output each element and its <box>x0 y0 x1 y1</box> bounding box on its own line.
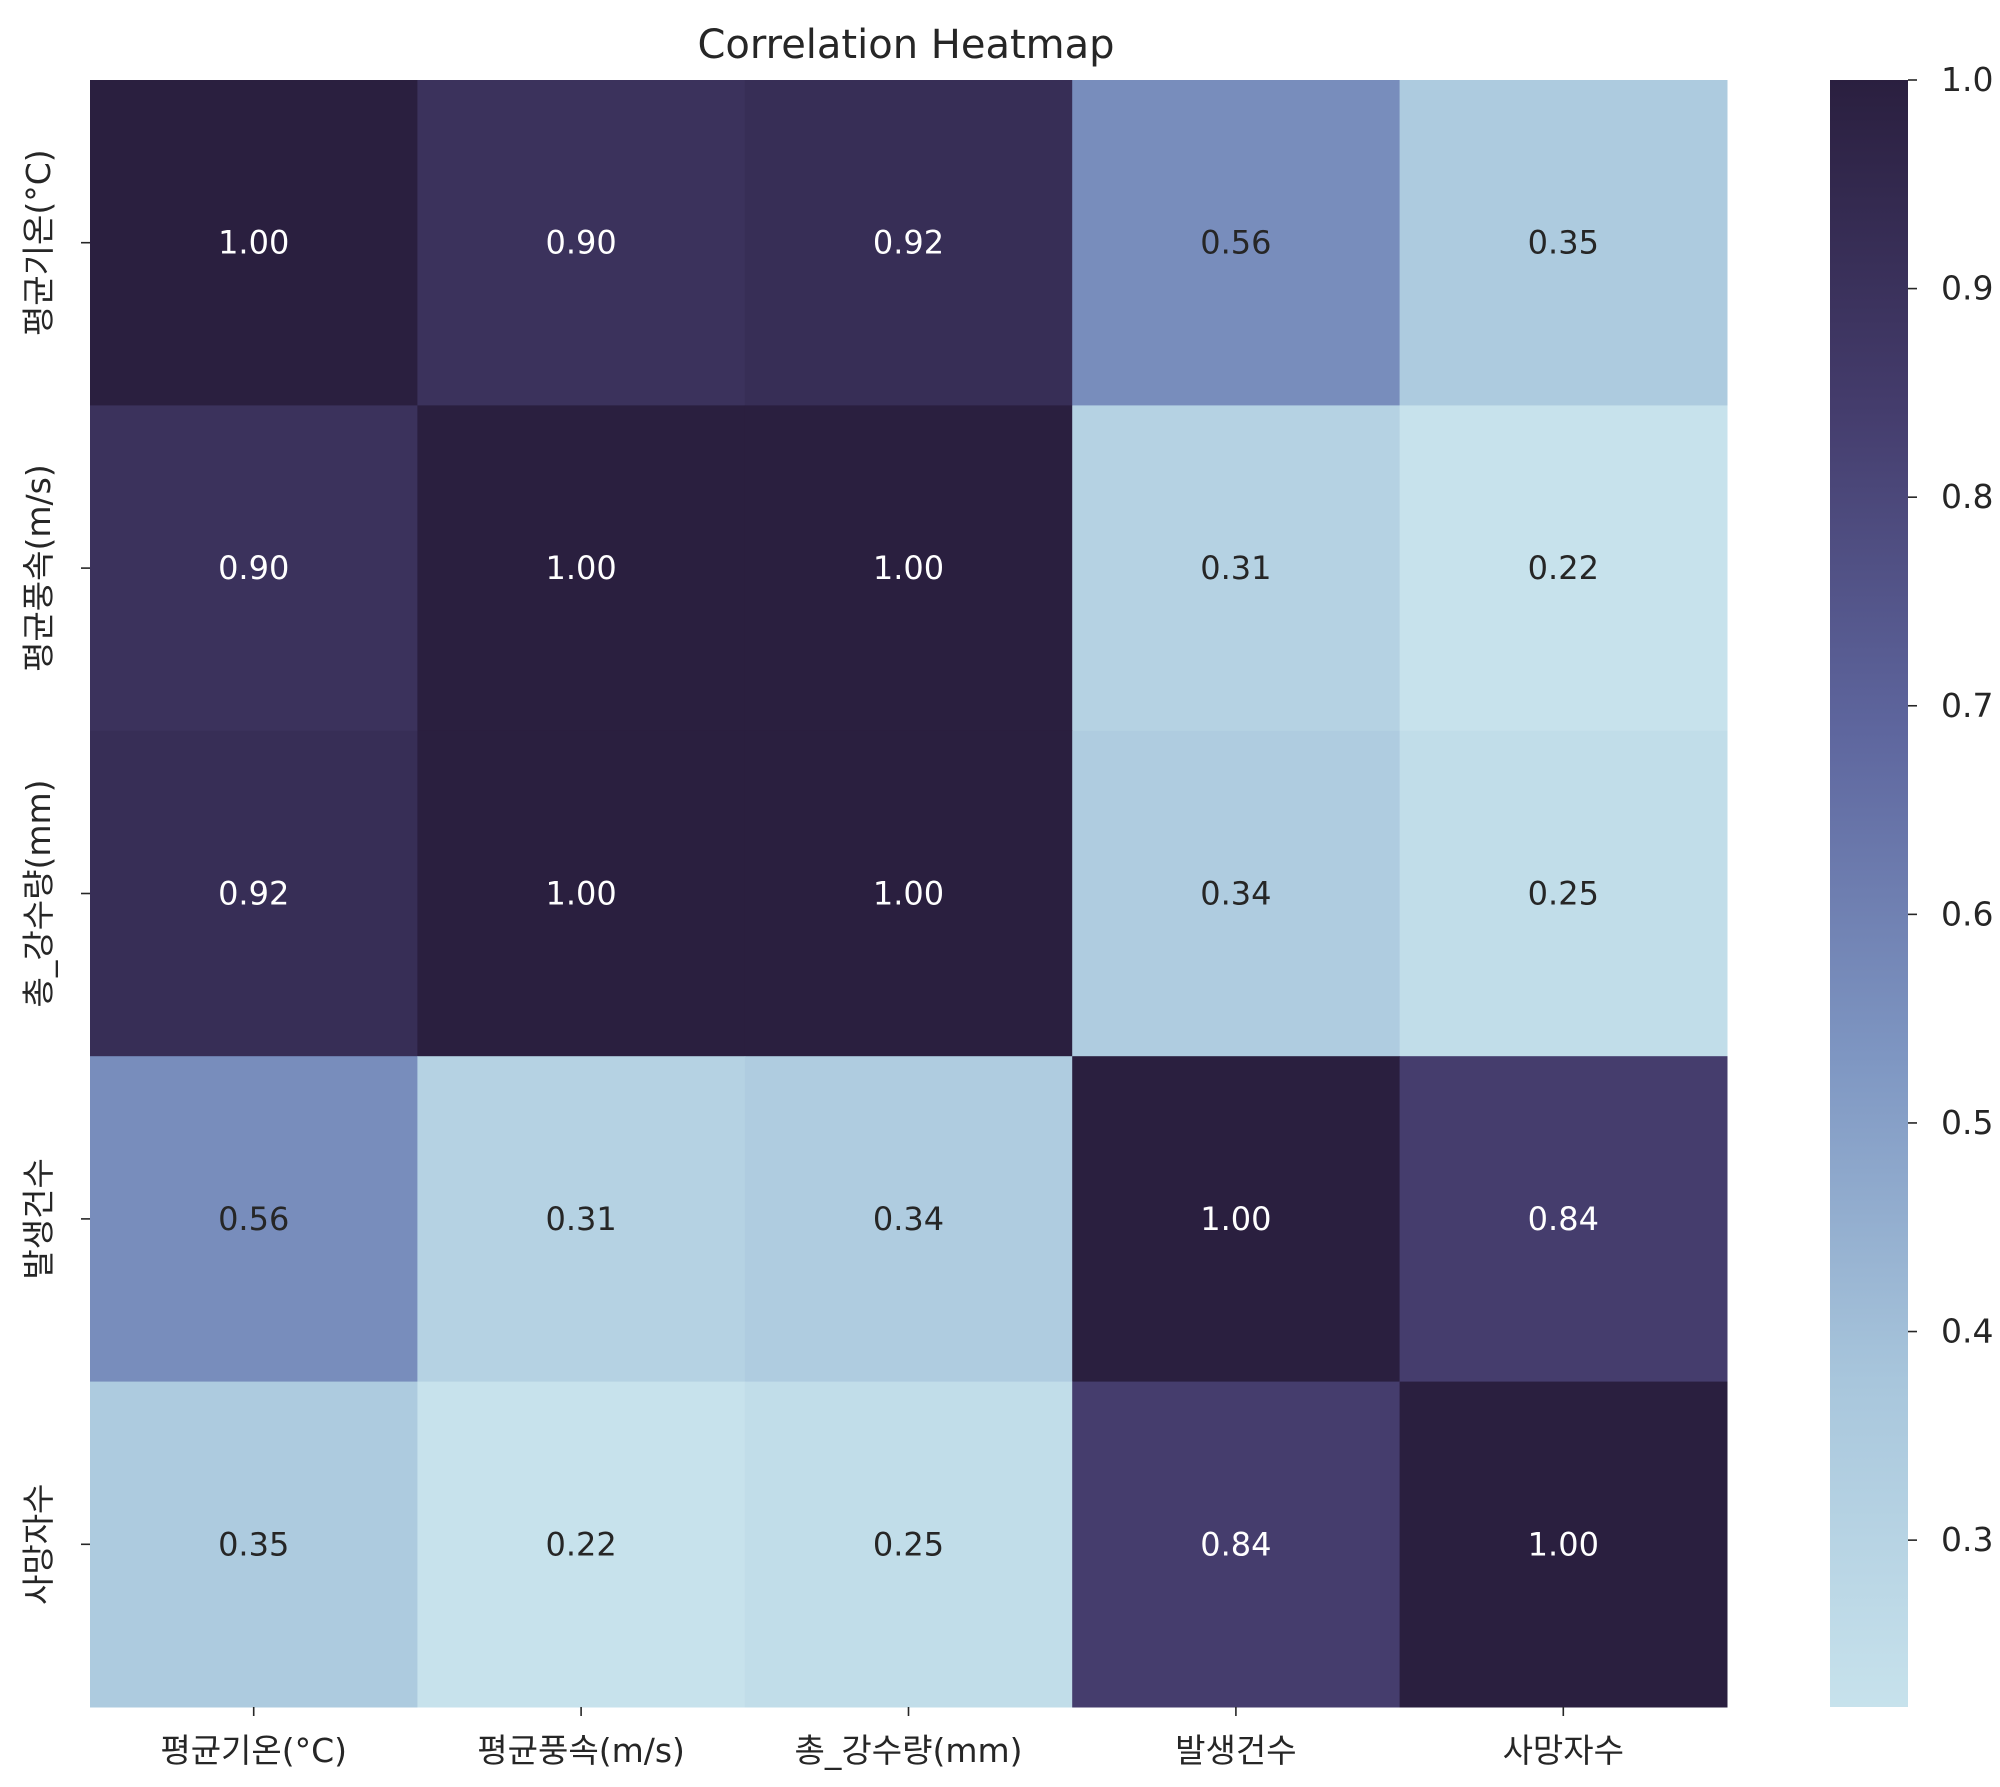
cell-value-r0-c1: 0.90 <box>545 224 616 262</box>
y-tick-label: 평균풍속(m/s) <box>19 464 58 672</box>
y-tick-label: 사망자수 <box>19 1484 58 1605</box>
cell-value-r2-c4: 0.25 <box>1528 875 1599 913</box>
y-tick-label: 발생건수 <box>19 1158 58 1279</box>
x-axis: 평균기온(°C) 평균풍속(m/s) 총_강수량(mm) 발생건수 사망자수 <box>160 1707 1624 1770</box>
colorbar-tick-label: 0.7 <box>1941 686 1993 725</box>
heatmap-cell-r4-c4 <box>1399 1381 1728 1708</box>
heatmap-cell-r2-c0 <box>90 730 418 1057</box>
cell-value-r1-c4: 0.22 <box>1528 549 1599 587</box>
cell-value-r0-c3: 0.56 <box>1200 224 1271 262</box>
y-tick-label: 총_강수량(mm) <box>19 780 58 1008</box>
cell-value-r3-c1: 0.31 <box>545 1200 616 1238</box>
x-tick-label: 평균풍속(m/s) <box>477 1731 685 1770</box>
cell-value-r1-c2: 1.00 <box>873 549 944 587</box>
heatmap-cell-r3-c0 <box>90 1056 418 1383</box>
cell-value-r4-c2: 0.25 <box>873 1525 944 1563</box>
x-tick-label: 발생건수 <box>1175 1731 1296 1770</box>
heatmap-cell-r0-c4 <box>1399 80 1728 406</box>
heatmap-cell-r1-c4 <box>1399 405 1728 732</box>
cell-value-r1-c0: 0.90 <box>218 549 289 587</box>
colorbar-tick-label: 0.6 <box>1941 894 1993 933</box>
cell-value-r0-c2: 0.92 <box>873 224 944 262</box>
colorbar-tick-label: 0.3 <box>1941 1520 1993 1559</box>
x-tick-label: 평균기온(°C) <box>160 1731 347 1770</box>
heatmap-cell-r4-c3 <box>1072 1381 1401 1708</box>
cell-value-r3-c3: 1.00 <box>1200 1200 1271 1238</box>
heatmap-cell-r1-c1 <box>417 405 746 732</box>
colorbar: 0.3 0.4 0.5 0.6 0.7 0.8 0.9 1.0 <box>1830 60 1993 1707</box>
cell-value-r2-c3: 0.34 <box>1200 875 1271 913</box>
colorbar-tick-label: 0.5 <box>1941 1103 1993 1142</box>
heatmap-cell-r3-c1 <box>417 1056 746 1383</box>
colorbar-tick-label: 0.8 <box>1941 477 1993 516</box>
heatmap-cell-r1-c3 <box>1072 405 1401 732</box>
heatmap-cells <box>90 80 1728 1708</box>
cell-value-r0-c4: 0.35 <box>1528 224 1599 262</box>
colorbar-tick-label: 0.9 <box>1941 269 1993 308</box>
heatmap-cell-r2-c4 <box>1399 730 1728 1057</box>
heatmap-cell-r4-c0 <box>90 1381 418 1708</box>
cell-value-r3-c0: 0.56 <box>218 1200 289 1238</box>
heatmap-cell-r4-c1 <box>417 1381 746 1708</box>
cell-value-r3-c2: 0.34 <box>873 1200 944 1238</box>
heatmap-cell-r1-c0 <box>90 405 418 732</box>
heatmap-cell-r3-c2 <box>744 1056 1073 1383</box>
cell-value-r0-c0: 1.00 <box>218 224 289 262</box>
heatmap-cell-r3-c3 <box>1072 1056 1401 1383</box>
heatmap-cell-r4-c2 <box>744 1381 1073 1708</box>
cell-value-r2-c2: 1.00 <box>873 875 944 913</box>
cell-annotations: 1.00 0.90 0.92 0.56 0.35 0.90 1.00 1.00 0.31 0.22… <box>218 224 1599 1564</box>
colorbar-gradient <box>1830 80 1908 1707</box>
heatmap-cell-r2-c1 <box>417 730 746 1057</box>
y-tick-label: 평균기온(°C) <box>19 149 58 336</box>
heatmap-cell-r2-c2 <box>744 730 1073 1057</box>
colorbar-tick-label: 1.0 <box>1941 60 1993 99</box>
cell-value-r2-c0: 0.92 <box>218 875 289 913</box>
cell-value-r3-c4: 0.84 <box>1528 1200 1599 1238</box>
heatmap-cell-r3-c4 <box>1399 1056 1728 1383</box>
heatmap-cell-r2-c3 <box>1072 730 1401 1057</box>
cell-value-r4-c4: 1.00 <box>1528 1525 1599 1563</box>
heatmap-cell-r1-c2 <box>744 405 1073 732</box>
colorbar-tick-label: 0.4 <box>1941 1312 1993 1351</box>
cell-value-r4-c3: 0.84 <box>1200 1525 1271 1563</box>
cell-value-r2-c1: 1.00 <box>545 875 616 913</box>
heatmap-cell-r0-c3 <box>1072 80 1401 406</box>
cell-value-r4-c1: 0.22 <box>545 1525 616 1563</box>
x-tick-label: 총_강수량(mm) <box>795 1731 1023 1770</box>
heatmap-cell-r0-c1 <box>417 80 746 406</box>
x-tick-label: 사망자수 <box>1503 1731 1624 1770</box>
chart-title: Correlation Heatmap <box>697 22 1114 68</box>
cell-value-r1-c3: 0.31 <box>1200 549 1271 587</box>
cell-value-r1-c1: 1.00 <box>545 549 616 587</box>
heatmap-cell-r0-c0 <box>90 80 418 406</box>
heatmap-cell-r0-c2 <box>744 80 1073 406</box>
cell-value-r4-c0: 0.35 <box>218 1525 289 1563</box>
